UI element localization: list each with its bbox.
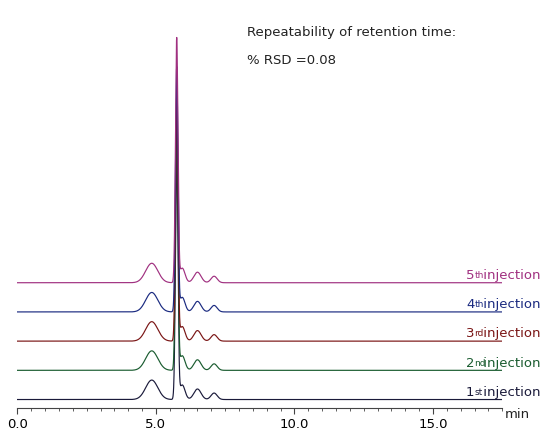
- Text: min: min: [505, 409, 530, 421]
- Text: 5: 5: [466, 269, 475, 282]
- Text: injection: injection: [478, 269, 540, 282]
- Text: % RSD =0.08: % RSD =0.08: [248, 54, 337, 67]
- Text: 3: 3: [466, 327, 475, 340]
- Text: injection: injection: [478, 386, 540, 399]
- Text: rd: rd: [475, 329, 484, 339]
- Text: th: th: [475, 300, 484, 309]
- Text: st: st: [475, 388, 483, 397]
- Text: 4: 4: [466, 298, 475, 311]
- Text: 1: 1: [466, 386, 475, 399]
- Text: th: th: [475, 271, 484, 280]
- Text: 2: 2: [466, 357, 475, 370]
- Text: Repeatability of retention time:: Repeatability of retention time:: [248, 26, 456, 39]
- Text: injection: injection: [478, 298, 540, 311]
- Text: nd: nd: [475, 359, 486, 367]
- Text: injection: injection: [478, 357, 540, 370]
- Text: injection: injection: [478, 327, 540, 340]
